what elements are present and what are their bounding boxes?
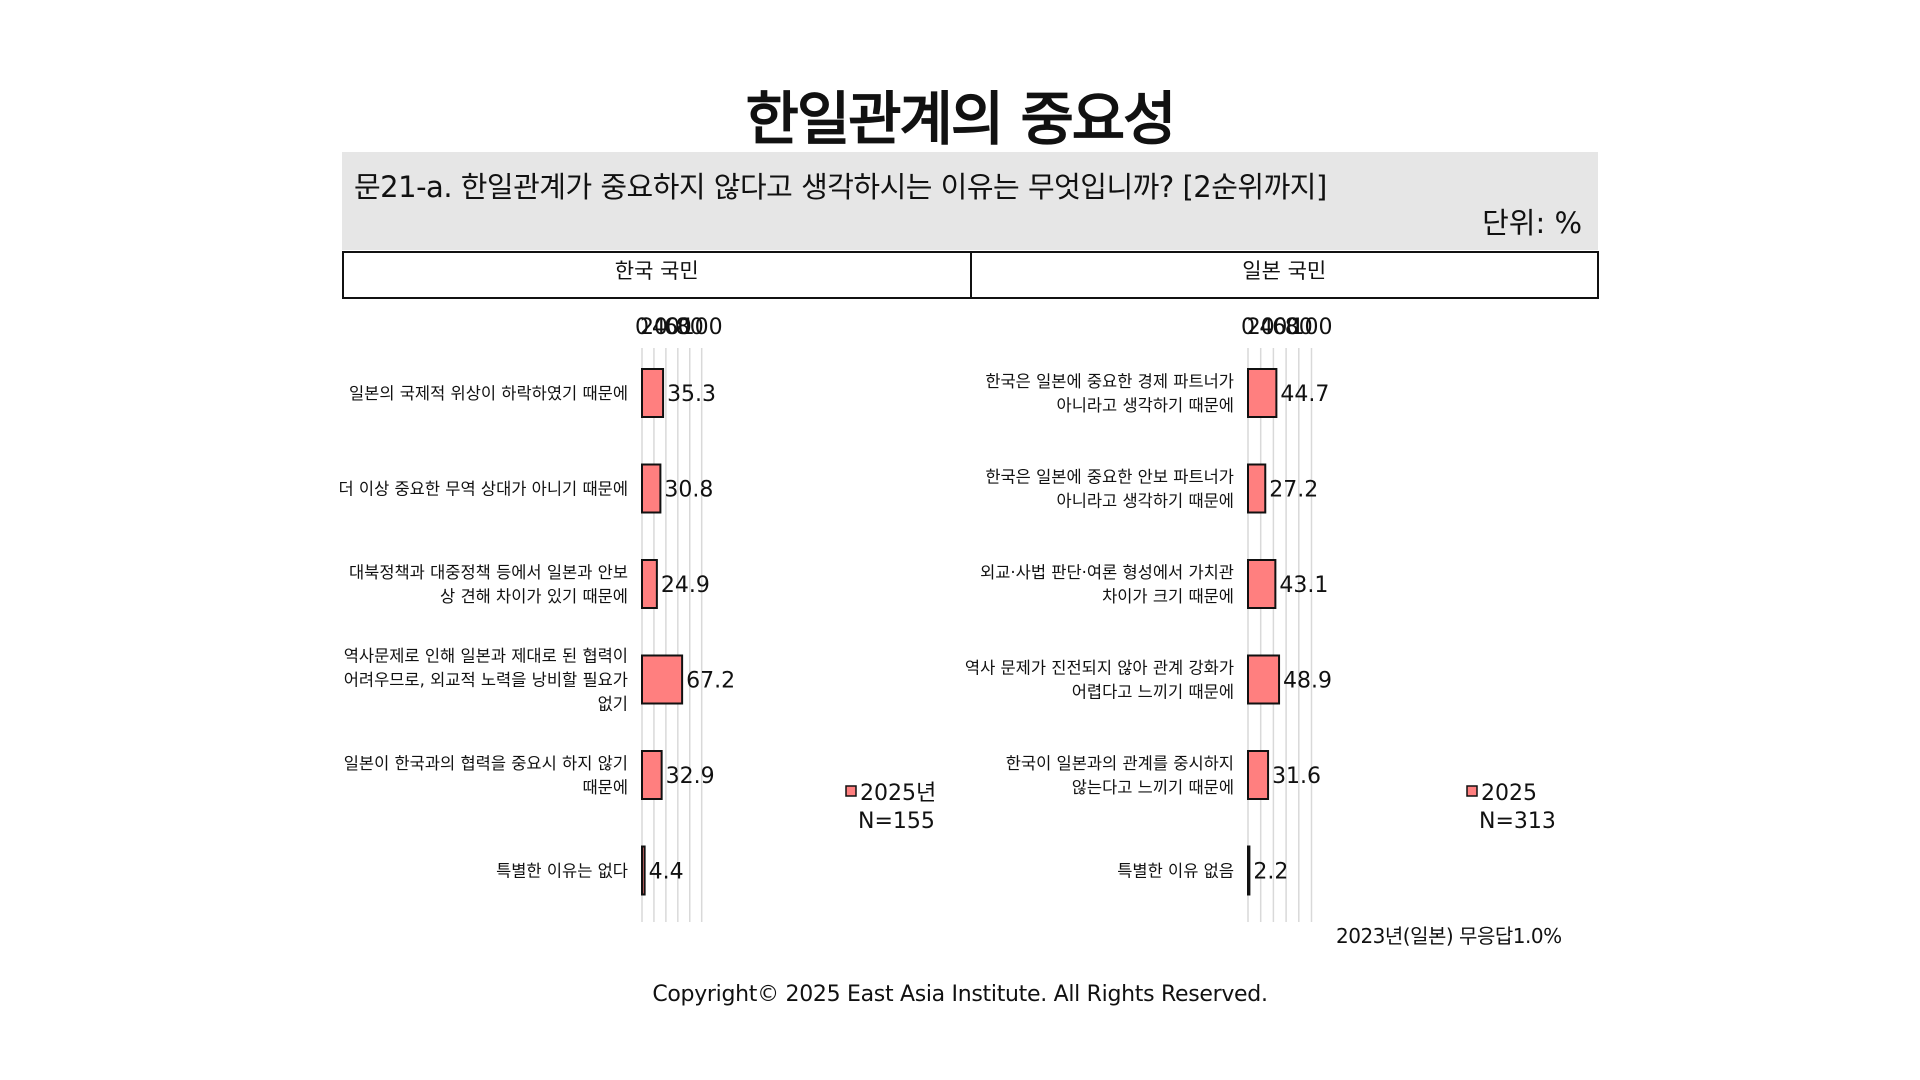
tick-label: 60	[664, 315, 692, 340]
bar	[641, 845, 646, 896]
tick-label: 80	[1285, 315, 1313, 340]
data-label: 4.4	[649, 860, 684, 885]
bar	[1247, 654, 1281, 705]
legend-sample-size: N=313	[1479, 809, 1556, 834]
panel-header: 한국 국민 일본 국민	[342, 251, 1599, 299]
category-label: 더 이상 중요한 무역 상대가 아니기 때문에	[338, 480, 628, 499]
bar	[1247, 463, 1267, 514]
category-label: 일본의 국제적 위상이 하락하였기 때문에	[349, 384, 628, 403]
legend-swatch	[845, 785, 857, 797]
data-label: 32.9	[666, 764, 715, 789]
bar	[1247, 559, 1277, 609]
bar	[641, 368, 665, 418]
data-label: 27.2	[1269, 478, 1318, 503]
bar	[641, 559, 658, 609]
panel-title-korea: 한국 국민	[614, 259, 699, 283]
category-label: 않는다고 느끼기 때문에	[1072, 778, 1234, 797]
legend-swatch	[1466, 785, 1478, 797]
bar	[1247, 750, 1270, 800]
data-label: 24.9	[661, 573, 710, 598]
legend-sample-size: N=155	[858, 809, 935, 834]
tick-label: 60	[1272, 315, 1300, 340]
data-label: 67.2	[686, 669, 735, 694]
category-label: 차이가 크기 때문에	[1102, 587, 1234, 606]
tick-label: 100	[681, 315, 723, 340]
bar	[1247, 845, 1251, 896]
legend-label: 2025년	[860, 781, 936, 806]
bar	[641, 463, 662, 514]
unit-label: 단위: %	[1482, 206, 1582, 240]
category-label: 어려우므로, 외교적 노력을 낭비할 필요가	[344, 671, 628, 690]
bar	[641, 654, 684, 705]
data-label: 44.7	[1280, 382, 1329, 407]
category-label: 어렵다고 느끼기 때문에	[1072, 683, 1234, 702]
data-label: 43.1	[1279, 573, 1328, 598]
tick-label: 0	[1241, 315, 1255, 340]
category-label: 역사문제로 인해 일본과 제대로 된 협력이	[344, 647, 628, 666]
question-text: 문21-a. 한일관계가 중요하지 않다고 생각하시는 이유는 무엇입니까? […	[354, 170, 1327, 204]
category-label: 상 견해 차이가 있기 때문에	[440, 587, 628, 606]
tick-label: 0	[635, 315, 649, 340]
data-label: 2.2	[1253, 860, 1288, 885]
panel-title-japan: 일본 국민	[969, 253, 1598, 297]
category-label: 한국은 일본에 중요한 안보 파트너가	[985, 468, 1234, 487]
data-label: 31.6	[1272, 764, 1321, 789]
category-label: 때문에	[582, 778, 628, 797]
category-label: 아니라고 생각하기 때문에	[1057, 492, 1234, 511]
bar	[641, 750, 663, 800]
tick-label: 40	[652, 315, 680, 340]
bar	[1247, 368, 1278, 418]
category-label: 특별한 이유는 없다	[496, 862, 628, 881]
tick-label: 80	[676, 315, 704, 340]
tick-label: 20	[1247, 315, 1275, 340]
category-label: 역사 문제가 진전되지 않아 관계 강화가	[965, 659, 1234, 678]
tick-label: 40	[1259, 315, 1287, 340]
data-label: 48.9	[1283, 669, 1332, 694]
legend-label: 2025	[1481, 781, 1537, 806]
footnote: 2023년(일본) 무응답1.0%	[1336, 924, 1562, 948]
category-label: 한국이 일본과의 관계를 중시하지	[1006, 754, 1234, 773]
tick-label: 20	[640, 315, 668, 340]
question-box: 문21-a. 한일관계가 중요하지 않다고 생각하시는 이유는 무엇입니까? […	[342, 152, 1598, 250]
category-label: 특별한 이유 없음	[1117, 862, 1234, 881]
category-label: 일본이 한국과의 협력을 중요시 하지 않기	[344, 754, 628, 773]
page-title: 한일관계의 중요성	[745, 85, 1176, 153]
category-label: 아니라고 생각하기 때문에	[1057, 396, 1234, 415]
category-label: 대북정책과 대중정책 등에서 일본과 안보	[349, 563, 628, 582]
tick-label: 100	[1291, 315, 1333, 340]
category-label: 외교·사법 판단·여론 형성에서 가치관	[980, 563, 1234, 582]
category-label: 한국은 일본에 중요한 경제 파트너가	[985, 372, 1234, 391]
category-label: 없기	[598, 695, 628, 714]
copyright: Copyright© 2025 East Asia Institute. All…	[652, 982, 1268, 1007]
data-label: 35.3	[667, 382, 716, 407]
data-label: 30.8	[664, 478, 713, 503]
